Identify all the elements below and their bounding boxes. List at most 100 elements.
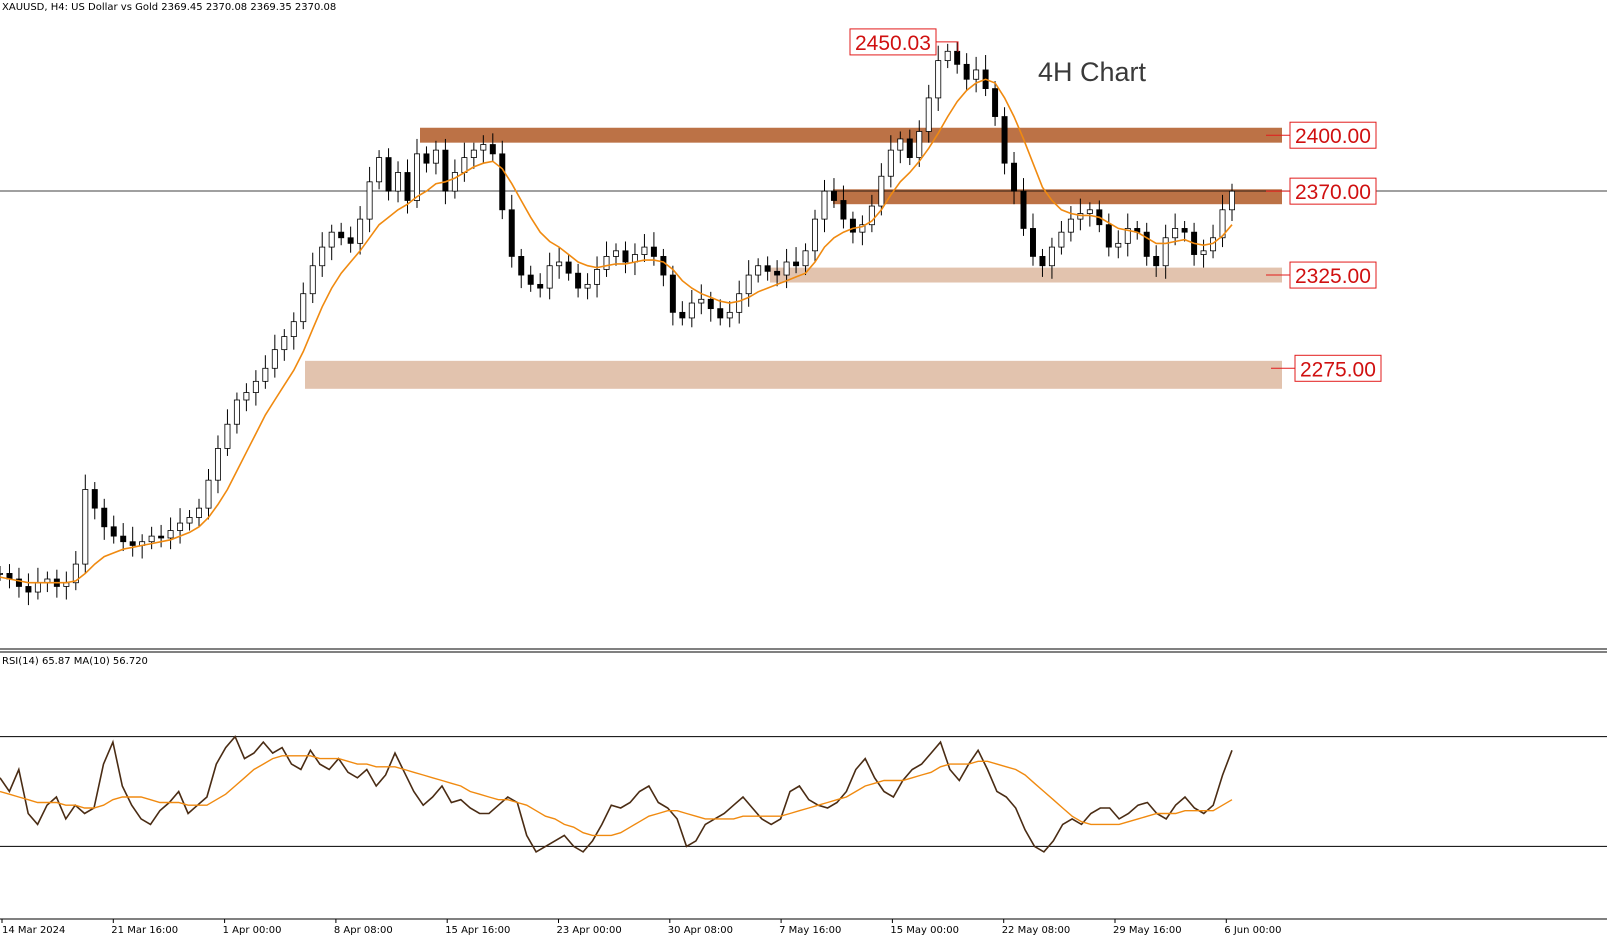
candle-body xyxy=(376,157,383,183)
candle-body xyxy=(110,526,117,537)
candle-body xyxy=(594,269,601,285)
candle-body xyxy=(281,336,288,351)
candle-body xyxy=(1077,213,1084,220)
candle-body xyxy=(233,399,240,425)
candle-body xyxy=(527,274,534,285)
candle-body xyxy=(148,535,155,543)
candle-body xyxy=(1181,228,1188,233)
candle-body xyxy=(812,218,819,252)
candle-body xyxy=(973,69,980,80)
level-label-box xyxy=(849,28,937,56)
candle-body xyxy=(906,138,913,158)
candle-body xyxy=(177,522,184,531)
time-tick-label: 6 Jun 00:00 xyxy=(1224,925,1281,936)
level-tick-0 xyxy=(936,41,959,52)
candle-body xyxy=(650,246,657,257)
candle-body xyxy=(840,200,847,220)
candle-body xyxy=(366,181,373,220)
level-label: 2370.00 xyxy=(1295,181,1371,204)
candle-body xyxy=(688,302,695,319)
time-tick-label: 8 Apr 08:00 xyxy=(334,925,393,936)
candle-body xyxy=(432,149,439,164)
level-label: 2325.00 xyxy=(1295,265,1371,288)
level-label-box xyxy=(1289,121,1377,149)
candle-body xyxy=(300,293,307,323)
candle-body xyxy=(1124,228,1131,244)
price-series xyxy=(0,41,1235,606)
candle-body xyxy=(347,237,354,244)
candle-body xyxy=(186,517,193,524)
candle-body xyxy=(575,272,582,289)
candle-body xyxy=(25,586,32,593)
candle-body xyxy=(120,535,127,543)
candle-body xyxy=(518,256,525,276)
candle-body xyxy=(461,157,468,173)
candle-body xyxy=(205,479,212,509)
level-label: 2275.00 xyxy=(1300,358,1376,381)
candle-body xyxy=(0,573,3,575)
candle-body xyxy=(963,63,970,80)
candle-body xyxy=(82,489,89,565)
candle-body xyxy=(1153,256,1160,267)
candle-body xyxy=(196,507,203,518)
candle-body xyxy=(613,250,619,257)
time-tick-label: 1 Apr 00:00 xyxy=(223,925,282,936)
candle-body xyxy=(897,138,904,151)
candle-body xyxy=(603,256,610,270)
candle-body xyxy=(641,246,648,255)
candle-body xyxy=(1229,190,1235,211)
chart-title: 4H Chart xyxy=(1038,57,1147,87)
candle-body xyxy=(793,261,800,267)
candle-body xyxy=(1039,256,1046,267)
candle-body xyxy=(34,582,41,593)
candle-body xyxy=(830,190,837,201)
time-tick-label: 29 May 16:00 xyxy=(1113,925,1182,936)
candle-body xyxy=(669,274,676,313)
level-label: 2450.03 xyxy=(855,32,931,55)
candle-body xyxy=(328,231,335,248)
candle-body xyxy=(214,448,221,481)
candle-body xyxy=(357,218,364,244)
candle-body xyxy=(774,270,781,276)
candle-body xyxy=(290,321,297,337)
candle-body xyxy=(878,175,885,207)
candle-body xyxy=(167,530,174,539)
candle-body xyxy=(224,423,231,449)
rsi-levels xyxy=(0,736,1607,847)
candle-body xyxy=(802,250,809,267)
rsi-ma-line xyxy=(0,755,1233,837)
candle-body xyxy=(821,190,828,220)
time-tick-label: 22 May 08:00 xyxy=(1002,925,1071,936)
candle-body xyxy=(745,274,752,295)
candle-body xyxy=(271,349,278,369)
candle-body xyxy=(309,265,316,295)
candle-body xyxy=(954,50,961,65)
time-tick-label: 15 Apr 16:00 xyxy=(445,925,510,936)
level-label-box xyxy=(1294,354,1382,382)
candle-body xyxy=(1143,231,1150,257)
candle-body xyxy=(101,507,108,528)
zone-2 xyxy=(770,267,1282,283)
rsi-series xyxy=(0,735,1233,853)
time-tick-label: 30 Apr 08:00 xyxy=(668,925,733,936)
time-tick-label: 7 May 16:00 xyxy=(779,925,841,936)
candle-body xyxy=(262,367,269,382)
candle-body xyxy=(423,153,430,164)
candle-body xyxy=(537,283,544,289)
candle-body xyxy=(470,149,477,158)
level-label-box xyxy=(1289,177,1377,205)
candle-body xyxy=(717,308,724,319)
time-tick-label: 14 Mar 2024 xyxy=(2,925,65,936)
candle-body xyxy=(679,311,686,319)
candle-body xyxy=(944,50,951,62)
zone-0 xyxy=(420,127,1282,143)
candle-body xyxy=(442,149,449,192)
candle-body xyxy=(319,246,326,267)
price-zones xyxy=(305,127,1282,389)
candle-body xyxy=(1029,228,1036,257)
zone-1 xyxy=(833,189,1282,205)
candle-body xyxy=(1067,218,1074,233)
candle-body xyxy=(1048,246,1055,267)
candle-body xyxy=(1115,242,1122,248)
